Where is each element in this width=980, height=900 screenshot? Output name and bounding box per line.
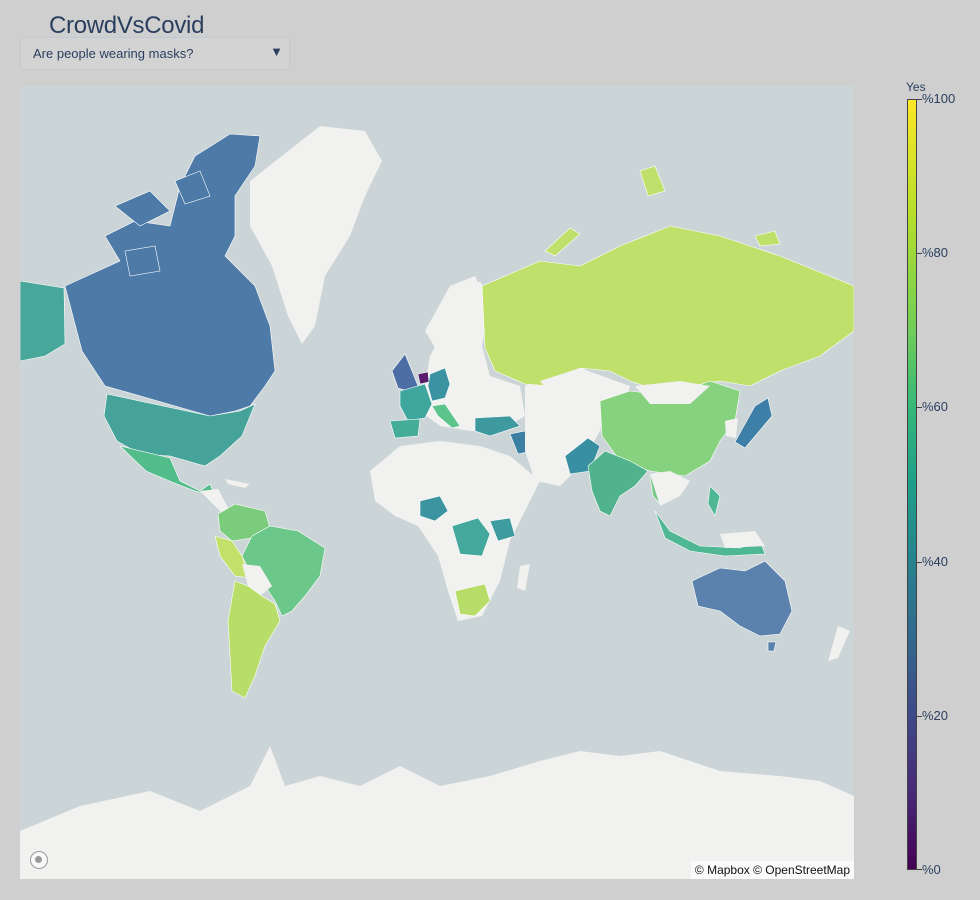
region-south-africa [454,583,491,617]
region-india [587,450,649,517]
region-turkey [474,415,521,437]
land-papua [720,531,765,548]
colorbar [907,99,917,870]
colorbar-tickmark [917,253,922,254]
land-new-zealand [828,626,850,661]
colorbar-tick-80: %80 [922,245,949,260]
colorbar-tickmark [917,869,922,870]
land-mongolia [635,381,710,404]
region-russia [481,225,854,392]
region-australia [691,560,793,637]
question-dropdown-value: Are people wearing masks? [33,46,194,61]
region-france [399,383,433,422]
region-alaska [20,280,66,362]
map-canvas[interactable] [20,86,854,879]
colorbar-tickmark [917,562,922,563]
land-scandinavia [425,276,482,356]
region-canada-arctic-islands [114,170,211,277]
land-caribbean [225,479,250,488]
choropleth-map[interactable]: © Mapbox © OpenStreetMap [20,86,854,879]
mapbox-logo-icon[interactable] [30,851,48,869]
question-dropdown[interactable]: Are people wearing masks? ▼ [20,37,290,70]
region-italy [431,403,461,429]
land-greenland [250,126,382,344]
app-title: CrowdVsCovid [49,12,205,39]
colorbar-tick-60: %60 [922,399,949,414]
region-russia-arctic-islands [544,165,781,257]
colorbar-tickmark [917,716,922,717]
colorbar-title: Yes [906,80,926,94]
colorbar-tick-40: %40 [922,554,949,569]
region-netherlands [417,371,430,385]
region-argentina-chile [227,580,281,699]
colorbar-tick-20: %20 [922,708,949,723]
chevron-down-icon[interactable]: ▼ [270,44,283,59]
land-madagascar [517,564,530,591]
land-southeast-asia [635,471,690,506]
region-nigeria [419,495,449,522]
colorbar-tick-100: %100 [922,91,956,106]
region-indonesia [654,485,766,557]
land-central-america [200,489,230,516]
land-antarctica [20,746,854,879]
region-kenya [489,517,516,542]
land-bolivia-paraguay [242,564,272,596]
region-australia-tasmania [767,641,777,652]
region-japan [734,397,773,449]
region-dr-congo [451,517,491,557]
region-spain [389,418,421,439]
colorbar-tickmark [917,99,922,100]
colorbar-tick-0: %0 [922,862,941,877]
region-germany [427,367,451,402]
map-attribution[interactable]: © Mapbox © OpenStreetMap [690,861,854,879]
colorbar-tickmark [917,407,922,408]
region-united-states [103,393,256,467]
land-korea [725,418,738,438]
region-canada [64,133,276,417]
